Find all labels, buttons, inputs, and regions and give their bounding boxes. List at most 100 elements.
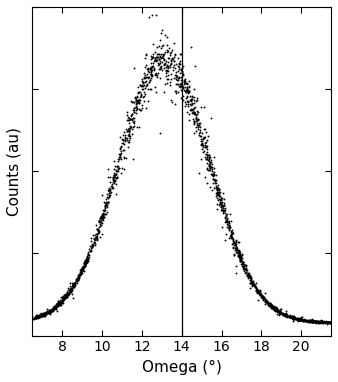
Point <box>212 169 217 175</box>
Point <box>66 290 71 296</box>
Point <box>130 107 136 113</box>
Point <box>243 269 248 275</box>
Point <box>251 282 257 288</box>
Point <box>260 293 265 299</box>
Point <box>169 99 174 105</box>
Point <box>252 282 257 288</box>
Point <box>175 76 180 83</box>
Point <box>152 55 158 62</box>
Point <box>299 317 305 323</box>
Point <box>314 319 319 325</box>
Point <box>270 304 275 311</box>
Point <box>325 319 330 325</box>
Point <box>257 292 263 298</box>
Point <box>72 280 77 286</box>
Point <box>268 304 274 310</box>
Point <box>297 316 303 322</box>
Point <box>61 296 66 303</box>
Point <box>126 128 132 134</box>
Point <box>216 190 221 196</box>
Point <box>271 306 276 312</box>
Point <box>54 302 59 308</box>
Point <box>282 312 287 318</box>
Point <box>139 83 145 89</box>
Point <box>56 301 61 307</box>
Point <box>91 239 96 245</box>
Point <box>317 318 323 324</box>
Point <box>273 306 278 312</box>
Point <box>281 311 287 317</box>
Point <box>257 290 262 296</box>
Point <box>133 104 139 110</box>
Point <box>283 310 289 316</box>
Point <box>295 318 301 324</box>
Point <box>188 107 194 113</box>
Point <box>185 90 190 96</box>
Point <box>191 86 196 92</box>
Point <box>88 248 94 254</box>
Point <box>290 314 295 320</box>
Point <box>180 65 185 71</box>
Point <box>178 77 184 83</box>
Point <box>53 303 58 309</box>
Point <box>171 58 177 64</box>
Point <box>268 301 273 308</box>
Point <box>273 304 279 310</box>
Point <box>159 63 164 69</box>
Point <box>71 282 77 288</box>
Point <box>246 273 252 279</box>
Point <box>223 218 228 224</box>
Point <box>124 128 129 134</box>
Point <box>80 265 86 272</box>
Point <box>66 287 71 293</box>
Point <box>59 296 64 303</box>
Point <box>248 280 253 286</box>
Point <box>54 303 60 309</box>
Point <box>229 227 235 233</box>
Point <box>184 84 189 90</box>
Point <box>93 234 98 240</box>
Point <box>241 268 247 274</box>
Point <box>298 317 303 323</box>
Point <box>153 57 159 63</box>
Point <box>160 42 165 48</box>
Point <box>273 306 278 312</box>
Point <box>259 294 264 300</box>
Point <box>209 172 214 178</box>
Point <box>309 319 314 325</box>
Point <box>42 313 47 319</box>
Point <box>107 189 112 196</box>
Point <box>219 202 224 208</box>
Point <box>310 319 315 325</box>
Point <box>250 280 255 286</box>
Point <box>38 313 44 319</box>
Point <box>171 40 177 46</box>
Point <box>191 105 197 112</box>
Point <box>106 199 111 206</box>
Point <box>158 45 164 51</box>
Point <box>50 305 55 311</box>
Point <box>167 45 172 52</box>
Point <box>158 53 163 59</box>
Point <box>84 254 89 261</box>
Point <box>53 303 58 309</box>
Point <box>165 63 171 69</box>
Point <box>147 86 153 92</box>
Point <box>131 107 137 113</box>
Point <box>252 283 258 290</box>
Point <box>39 312 44 318</box>
Point <box>269 304 274 310</box>
Point <box>156 43 162 49</box>
Point <box>190 117 195 123</box>
Point <box>317 319 322 325</box>
Point <box>243 270 248 276</box>
Point <box>228 232 234 238</box>
Point <box>237 256 243 262</box>
Point <box>136 124 142 130</box>
Point <box>241 264 247 270</box>
Point <box>38 312 43 318</box>
Point <box>321 319 326 325</box>
Point <box>189 97 194 103</box>
Point <box>69 280 75 286</box>
Point <box>111 179 116 185</box>
